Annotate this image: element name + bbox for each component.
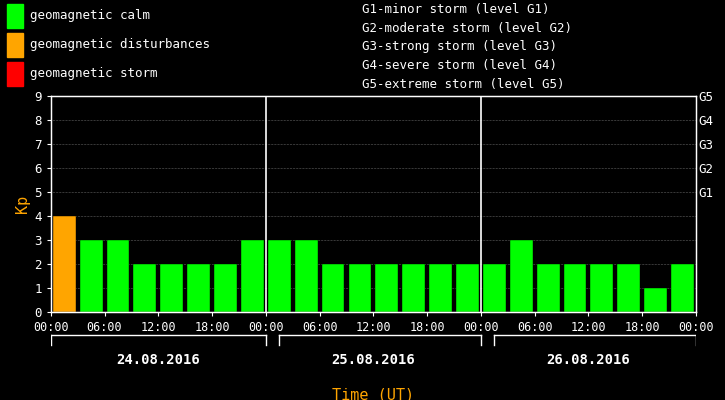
Text: G1-minor storm (level G1): G1-minor storm (level G1) <box>362 3 550 16</box>
Text: 24.08.2016: 24.08.2016 <box>117 353 200 367</box>
Text: G4-severe storm (level G4): G4-severe storm (level G4) <box>362 59 558 72</box>
Bar <box>376 264 398 312</box>
Bar <box>160 264 183 312</box>
Bar <box>107 240 129 312</box>
Bar <box>536 264 560 312</box>
Text: G5-extreme storm (level G5): G5-extreme storm (level G5) <box>362 78 565 91</box>
Bar <box>483 264 506 312</box>
Text: G3-strong storm (level G3): G3-strong storm (level G3) <box>362 40 558 54</box>
Text: Time (UT): Time (UT) <box>332 387 415 400</box>
Bar <box>268 240 291 312</box>
Bar <box>7 62 23 86</box>
Bar <box>618 264 640 312</box>
Y-axis label: Kp: Kp <box>15 195 30 213</box>
Text: geomagnetic disturbances: geomagnetic disturbances <box>30 38 210 51</box>
Bar <box>563 264 587 312</box>
Bar <box>510 240 533 312</box>
Text: geomagnetic calm: geomagnetic calm <box>30 9 151 22</box>
Bar <box>7 4 23 28</box>
Bar <box>187 264 210 312</box>
Bar <box>429 264 452 312</box>
Bar <box>671 264 694 312</box>
Bar <box>402 264 425 312</box>
Bar <box>80 240 102 312</box>
Text: 26.08.2016: 26.08.2016 <box>547 353 630 367</box>
Bar <box>456 264 479 312</box>
Text: 25.08.2016: 25.08.2016 <box>331 353 415 367</box>
Bar <box>7 32 23 57</box>
Bar <box>322 264 344 312</box>
Bar <box>645 288 667 312</box>
Bar <box>590 264 613 312</box>
Bar <box>133 264 157 312</box>
Text: G2-moderate storm (level G2): G2-moderate storm (level G2) <box>362 22 573 34</box>
Bar <box>349 264 371 312</box>
Bar <box>241 240 264 312</box>
Bar <box>214 264 237 312</box>
Bar <box>53 216 75 312</box>
Bar <box>295 240 318 312</box>
Text: geomagnetic storm: geomagnetic storm <box>30 68 158 80</box>
